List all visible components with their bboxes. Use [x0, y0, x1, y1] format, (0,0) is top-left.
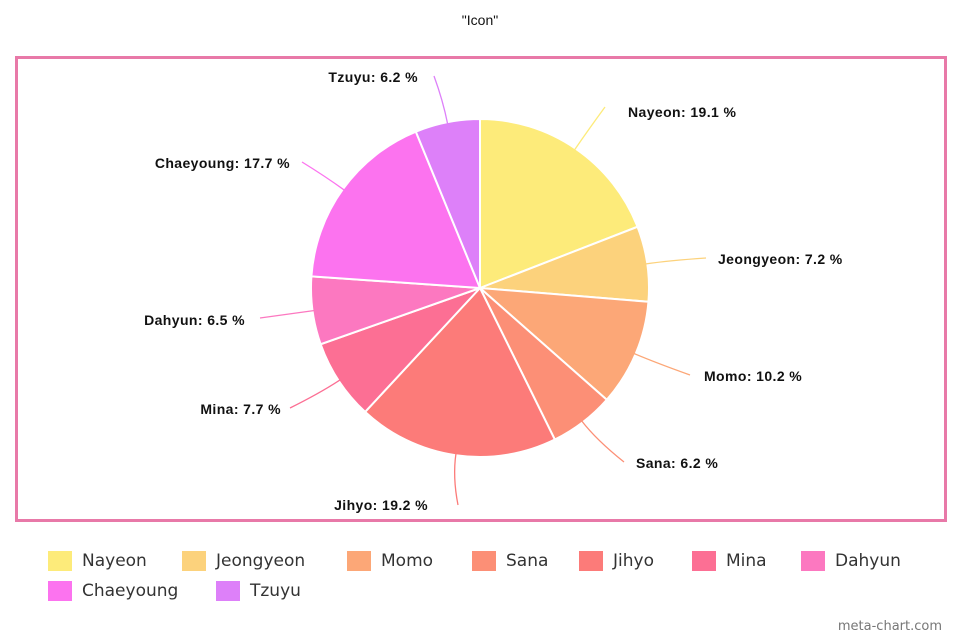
legend-label-tzuyu: Tzuyu	[250, 581, 301, 601]
leader-line-jeongyeon	[645, 257, 707, 265]
legend-row-1: Nayeon Jeongyeon Momo Sana Jihyo Mina Da…	[48, 546, 928, 576]
legend-label-mina: Mina	[726, 551, 767, 571]
leader-lines	[259, 75, 707, 506]
pie-slices	[310, 117, 650, 458]
legend-swatch-jihyo	[579, 551, 603, 571]
legend-item-sana[interactable]: Sana	[472, 551, 579, 571]
slice-label-momo: Momo: 10.2 %	[704, 368, 802, 384]
legend-label-chaeyoung: Chaeyoung	[82, 581, 179, 601]
slice-label-chaeyoung: Chaeyoung: 17.7 %	[155, 155, 290, 171]
leader-line-sana	[580, 420, 625, 463]
legend-swatch-chaeyoung	[48, 581, 72, 601]
slice-labels: Nayeon: 19.1 % Jeongyeon: 7.2 % Momo: 10.2…	[144, 69, 843, 513]
legend-swatch-mina	[692, 551, 716, 571]
leader-line-tzuyu	[433, 75, 449, 125]
legend-label-nayeon: Nayeon	[82, 551, 147, 571]
slice-label-sana: Sana: 6.2 %	[636, 455, 718, 471]
legend-item-jihyo[interactable]: Jihyo	[579, 551, 692, 571]
leader-line-momo	[633, 352, 691, 376]
watermark[interactable]: meta-chart.com	[837, 619, 942, 634]
legend-swatch-sana	[472, 551, 496, 571]
pie-chart: Nayeon: 19.1 % Jeongyeon: 7.2 % Momo: 10.2…	[144, 69, 843, 513]
legend-label-dahyun: Dahyun	[835, 551, 901, 571]
legend-item-tzuyu[interactable]: Tzuyu	[216, 581, 301, 601]
legend-swatch-dahyun	[801, 551, 825, 571]
leader-line-chaeyoung	[301, 161, 345, 191]
legend-item-chaeyoung[interactable]: Chaeyoung	[48, 581, 216, 601]
legend-label-momo: Momo	[381, 551, 434, 571]
chart-frame	[15, 56, 947, 522]
leader-line-dahyun	[259, 309, 315, 319]
legend-item-nayeon[interactable]: Nayeon	[48, 551, 182, 571]
legend-label-jihyo: Jihyo	[613, 551, 654, 571]
legend-item-jeongyeon[interactable]: Jeongyeon	[182, 551, 347, 571]
legend-row-2: Chaeyoung Tzuyu	[48, 576, 928, 606]
chart-title: "Icon"	[461, 12, 499, 28]
legend: Nayeon Jeongyeon Momo Sana Jihyo Mina Da…	[48, 546, 928, 606]
legend-item-dahyun[interactable]: Dahyun	[801, 551, 901, 571]
legend-item-momo[interactable]: Momo	[347, 551, 472, 571]
legend-label-sana: Sana	[506, 551, 549, 571]
slice-label-tzuyu: Tzuyu: 6.2 %	[328, 69, 418, 85]
slice-label-nayeon: Nayeon: 19.1 %	[628, 104, 736, 120]
slice-label-mina: Mina: 7.7 %	[200, 401, 281, 417]
legend-swatch-tzuyu	[216, 581, 240, 601]
slice-label-jihyo: Jihyo: 19.2 %	[334, 497, 428, 513]
slice-label-jeongyeon: Jeongyeon: 7.2 %	[718, 251, 843, 267]
leader-line-jihyo	[453, 453, 459, 506]
legend-swatch-momo	[347, 551, 371, 571]
legend-item-mina[interactable]: Mina	[692, 551, 801, 571]
legend-swatch-nayeon	[48, 551, 72, 571]
leader-line-mina	[289, 379, 341, 409]
legend-swatch-jeongyeon	[182, 551, 206, 571]
leader-line-nayeon	[573, 106, 606, 151]
legend-label-jeongyeon: Jeongyeon	[216, 551, 306, 571]
slice-label-dahyun: Dahyun: 6.5 %	[144, 312, 245, 328]
